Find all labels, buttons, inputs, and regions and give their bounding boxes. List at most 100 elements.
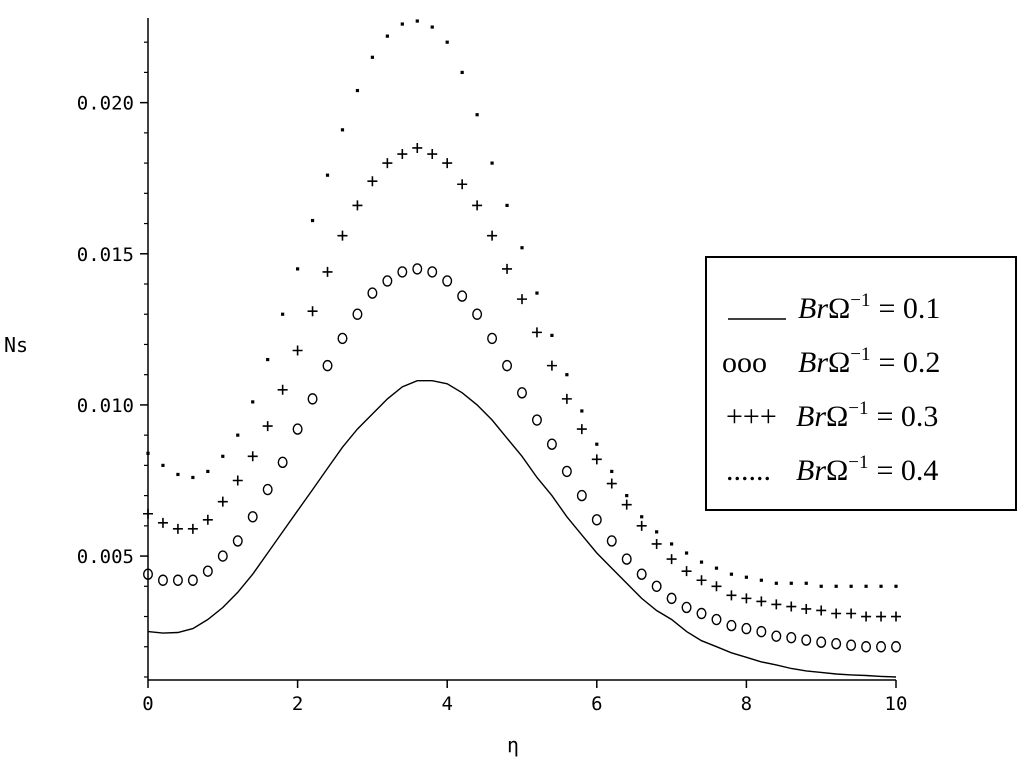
data-point xyxy=(786,601,797,612)
data-point xyxy=(172,523,183,534)
data-point xyxy=(322,266,333,277)
x-ticks: 0 2 4 6 8 10 xyxy=(142,680,907,715)
data-point xyxy=(861,641,872,653)
legend-marker-4: ...... xyxy=(726,454,771,487)
data-point xyxy=(277,456,288,469)
data-point xyxy=(565,373,569,377)
data-point xyxy=(741,593,752,604)
data-point xyxy=(729,572,734,576)
data-point xyxy=(801,634,812,646)
data-point xyxy=(699,560,704,564)
data-point xyxy=(696,607,707,620)
data-point xyxy=(296,267,300,271)
data-point xyxy=(427,149,438,160)
data-point xyxy=(217,496,228,507)
series-layer xyxy=(142,19,902,678)
data-point xyxy=(146,451,150,455)
data-point xyxy=(891,641,902,653)
data-point xyxy=(472,308,483,320)
data-point xyxy=(191,475,195,480)
data-point xyxy=(651,580,662,592)
data-point xyxy=(640,515,644,519)
legend-omega-1: Ω xyxy=(828,292,850,325)
data-point xyxy=(355,88,360,93)
data-point xyxy=(143,508,153,519)
data-point xyxy=(415,19,419,23)
legend-exp-1: −1 xyxy=(850,290,870,311)
data-point xyxy=(232,535,243,547)
data-point xyxy=(517,294,527,305)
data-point xyxy=(576,489,587,502)
data-point xyxy=(759,578,763,582)
series-4 xyxy=(146,19,898,588)
data-point xyxy=(352,308,363,320)
data-point xyxy=(337,332,348,345)
data-point xyxy=(531,414,542,426)
data-point xyxy=(655,530,659,534)
series-line xyxy=(147,380,897,678)
data-point xyxy=(535,291,539,295)
data-point xyxy=(340,128,345,132)
legend-lhs-3: Br xyxy=(796,400,826,433)
data-point xyxy=(281,312,285,316)
data-point xyxy=(412,142,423,153)
data-point xyxy=(487,332,498,345)
legend-entry-1: BrΩ−1 = 0.1 xyxy=(728,290,940,325)
legend-label-1: BrΩ−1 = 0.1 xyxy=(798,290,940,325)
data-point xyxy=(217,550,228,562)
data-point xyxy=(606,478,617,489)
data-point xyxy=(774,581,778,585)
data-point xyxy=(502,359,513,372)
data-point xyxy=(531,327,542,338)
legend-entry-3: +++ BrΩ−1 = 0.3 xyxy=(726,398,938,433)
data-point xyxy=(876,641,887,653)
data-point xyxy=(726,590,737,601)
legend-rhs-2: = 0.2 xyxy=(879,346,941,379)
data-point xyxy=(382,275,393,287)
data-point xyxy=(475,113,479,117)
x-tick-label: 0 xyxy=(142,693,153,715)
data-point xyxy=(472,200,483,211)
x-tick-label: 6 xyxy=(591,693,602,715)
data-point xyxy=(520,246,524,250)
data-point xyxy=(427,266,438,278)
data-point xyxy=(176,472,180,477)
data-point xyxy=(786,631,797,644)
data-point xyxy=(247,511,258,523)
data-point xyxy=(591,514,602,526)
x-axis-label: η xyxy=(507,733,519,757)
data-point xyxy=(621,499,632,510)
data-point xyxy=(864,584,868,588)
data-point xyxy=(801,603,812,614)
data-point xyxy=(726,619,737,632)
data-point xyxy=(561,393,572,404)
data-point xyxy=(367,176,378,187)
legend-lhs-2: Br xyxy=(798,346,828,379)
data-point xyxy=(487,230,498,241)
data-point xyxy=(804,581,808,585)
data-point xyxy=(490,161,494,165)
data-point xyxy=(666,592,677,605)
data-point xyxy=(310,218,315,223)
series-1 xyxy=(147,380,897,678)
data-point xyxy=(442,158,453,169)
data-point xyxy=(670,542,674,546)
series-3 xyxy=(143,142,901,622)
data-point xyxy=(714,566,719,570)
legend-marker-3: +++ xyxy=(726,400,777,433)
data-point xyxy=(816,636,827,648)
data-point xyxy=(385,34,389,38)
legend-label-2: BrΩ−1 = 0.2 xyxy=(798,344,940,379)
data-point xyxy=(756,625,767,638)
data-point xyxy=(771,630,782,642)
data-point xyxy=(202,514,213,525)
data-point xyxy=(157,517,168,528)
data-point xyxy=(157,574,168,586)
data-point xyxy=(430,25,434,29)
legend-rhs-4: = 0.4 xyxy=(877,454,939,487)
data-point xyxy=(696,575,707,586)
data-point xyxy=(744,575,748,579)
data-point xyxy=(397,266,408,278)
x-tick-label: 10 xyxy=(885,693,908,715)
